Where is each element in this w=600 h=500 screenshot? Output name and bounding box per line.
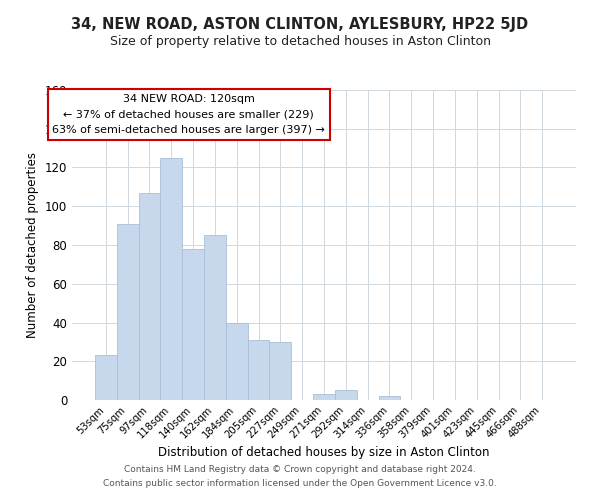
Bar bbox=[182, 249, 204, 400]
Bar bbox=[269, 342, 291, 400]
Bar bbox=[95, 356, 117, 400]
Bar bbox=[204, 236, 226, 400]
X-axis label: Distribution of detached houses by size in Aston Clinton: Distribution of detached houses by size … bbox=[158, 446, 490, 459]
Bar bbox=[226, 322, 248, 400]
Bar bbox=[335, 390, 357, 400]
Bar bbox=[248, 340, 269, 400]
Text: Contains HM Land Registry data © Crown copyright and database right 2024.
Contai: Contains HM Land Registry data © Crown c… bbox=[103, 466, 497, 487]
Y-axis label: Number of detached properties: Number of detached properties bbox=[26, 152, 39, 338]
Bar bbox=[313, 394, 335, 400]
Bar bbox=[139, 192, 160, 400]
Bar bbox=[160, 158, 182, 400]
Text: 34 NEW ROAD: 120sqm
← 37% of detached houses are smaller (229)
63% of semi-detac: 34 NEW ROAD: 120sqm ← 37% of detached ho… bbox=[52, 94, 325, 135]
Text: Size of property relative to detached houses in Aston Clinton: Size of property relative to detached ho… bbox=[110, 35, 491, 48]
Bar bbox=[117, 224, 139, 400]
Text: 34, NEW ROAD, ASTON CLINTON, AYLESBURY, HP22 5JD: 34, NEW ROAD, ASTON CLINTON, AYLESBURY, … bbox=[71, 18, 529, 32]
Bar bbox=[379, 396, 400, 400]
